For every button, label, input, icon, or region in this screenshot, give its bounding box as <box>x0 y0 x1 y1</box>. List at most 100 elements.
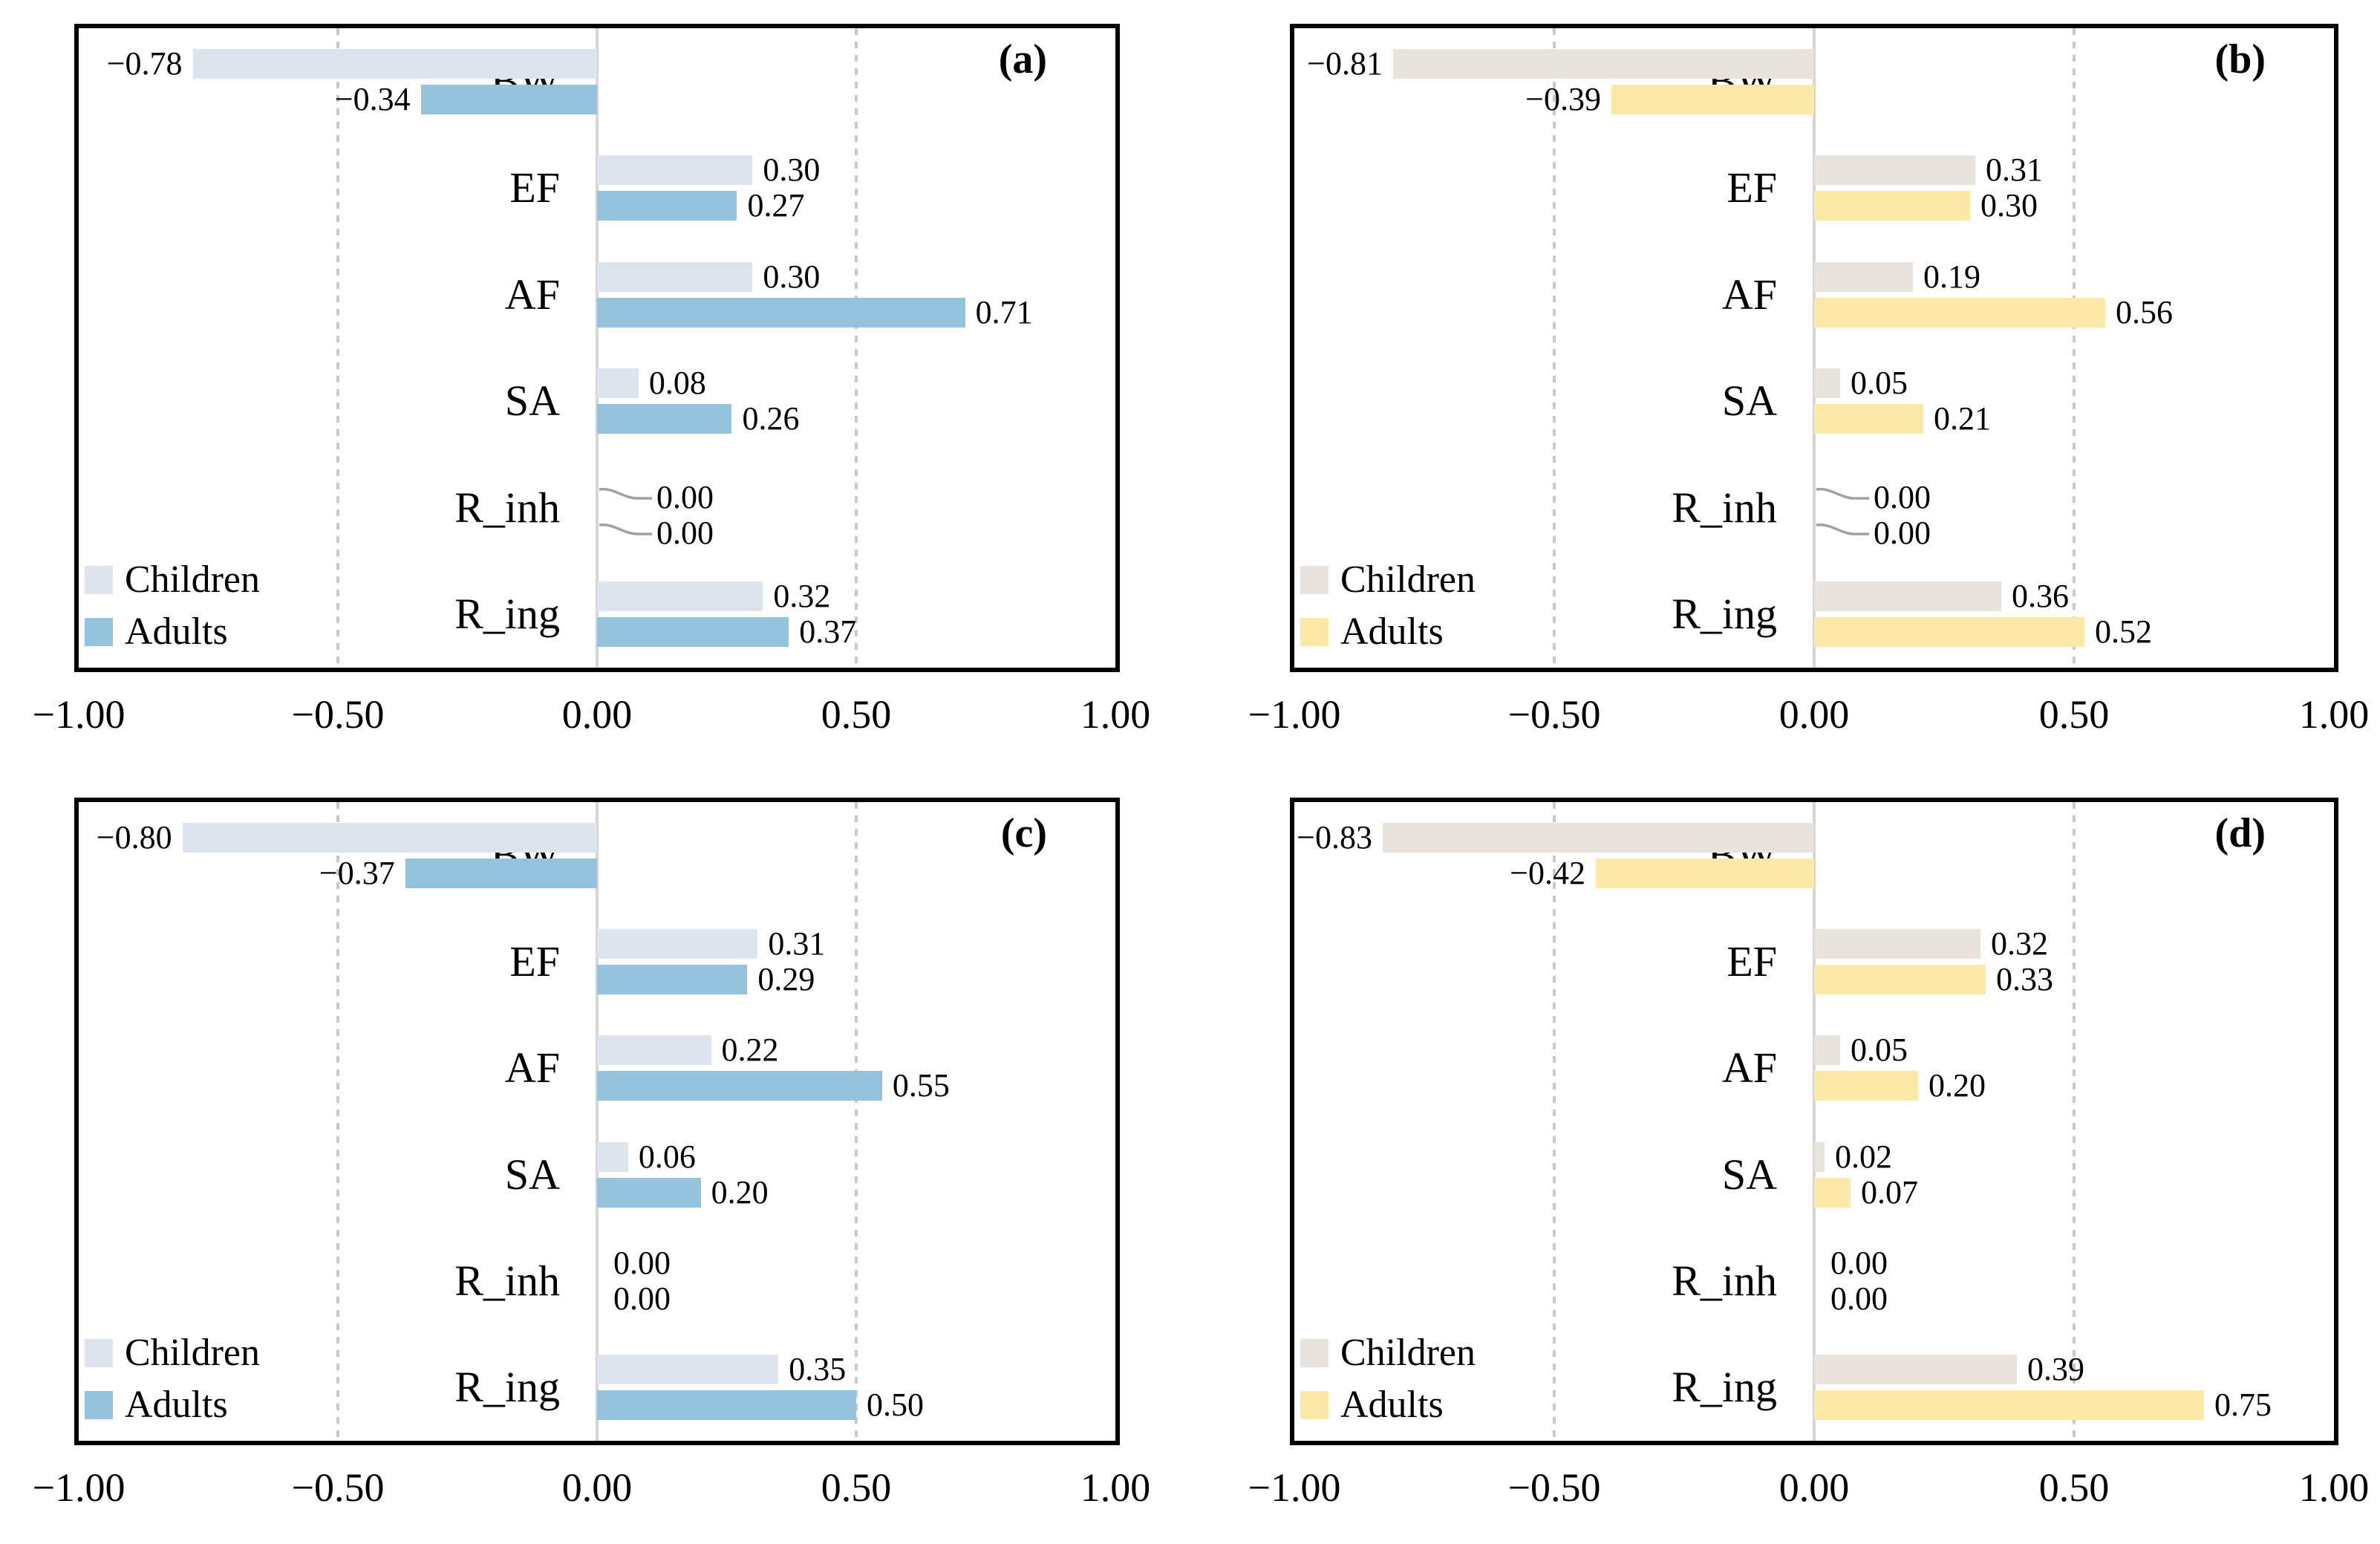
category-label-AF: AF <box>504 270 560 319</box>
value-label-children-R_ing: 0.35 <box>789 1351 847 1388</box>
panel-letter-b: (b) <box>2214 36 2266 82</box>
chart-panel-c: BW −0.80 −0.37 EF 0.31 0.29 AF 0.22 0.55 SA 0.06 0.… <box>74 798 1120 1445</box>
bar-adults-EF <box>597 965 748 994</box>
category-label-SA: SA <box>1721 1150 1777 1199</box>
value-label-children-AF: 0.22 <box>721 1032 779 1069</box>
bar-children-AF <box>1814 261 1913 292</box>
xtick-b-0: −1.00 <box>1248 692 1341 737</box>
gridline--0.5 <box>336 28 339 668</box>
bar-adults-AF <box>597 297 965 328</box>
value-label-adults-BW: −0.37 <box>319 854 395 891</box>
xtick-a-3: 0.50 <box>821 692 892 737</box>
bar-adults-R_ing <box>1814 617 2084 648</box>
value-label-adults-EF: 0.29 <box>757 961 815 997</box>
legend-item-adults: Adults <box>85 1384 228 1426</box>
zero-axis-line <box>596 28 599 668</box>
bar-children-BW <box>1383 822 1814 853</box>
xtick-b-4: 1.00 <box>2298 692 2370 737</box>
bar-children-EF <box>597 929 758 959</box>
xtick-a-4: 1.00 <box>1080 692 1151 737</box>
leader-line-children-R_inh <box>1816 487 1869 500</box>
bar-children-R_ing <box>597 582 763 612</box>
xtick-d-4: 1.00 <box>2298 1465 2370 1510</box>
category-label-AF: AF <box>1721 270 1777 319</box>
category-label-SA: SA <box>1721 377 1777 426</box>
category-label-R_ing: R_ing <box>1672 590 1777 639</box>
gridline-0.5 <box>2073 28 2076 668</box>
bar-children-SA <box>1814 1141 1825 1172</box>
value-label-children-SA: 0.05 <box>1851 365 1908 402</box>
xtick-d-1: −0.50 <box>1507 1465 1601 1510</box>
bar-adults-EF <box>1814 965 1986 994</box>
bar-children-EF <box>1814 155 1975 186</box>
legend-label-adults: Adults <box>1340 610 1444 653</box>
category-label-AF: AF <box>1721 1043 1777 1092</box>
bar-children-BW <box>1393 48 1814 79</box>
bar-children-AF <box>597 261 753 292</box>
xtick-c-1: −0.50 <box>291 1465 385 1510</box>
panel-letter-d: (d) <box>2214 810 2266 856</box>
category-label-AF: AF <box>504 1043 560 1092</box>
bar-adults-AF <box>597 1071 882 1101</box>
bar-adults-AF <box>1814 1071 1918 1101</box>
gridline-0.5 <box>855 802 858 1441</box>
bar-adults-EF <box>597 191 737 221</box>
value-label-adults-R_ing: 0.52 <box>2095 613 2152 651</box>
xtick-b-2: 0.00 <box>1779 692 1850 737</box>
legend-label-children: Children <box>125 1332 260 1374</box>
bar-adults-BW <box>420 84 597 114</box>
value-label-children-R_inh: 0.00 <box>656 478 714 515</box>
legend-swatch-children <box>85 1339 113 1367</box>
value-label-children-BW: −0.78 <box>106 45 183 82</box>
xtick-c-4: 1.00 <box>1080 1465 1151 1510</box>
legend-label-children: Children <box>1340 1332 1476 1374</box>
bar-children-SA <box>597 368 639 399</box>
value-label-children-R_ing: 0.39 <box>2027 1351 2084 1388</box>
xtick-a-1: −0.50 <box>291 692 385 737</box>
value-label-adults-AF: 0.20 <box>1929 1067 1986 1104</box>
leader-line-adults-R_inh <box>599 523 652 535</box>
category-label-R_inh: R_inh <box>1672 1257 1777 1305</box>
xtick-d-0: −1.00 <box>1248 1465 1341 1510</box>
legend-swatch-adults <box>1300 1391 1328 1419</box>
value-label-adults-BW: −0.34 <box>334 80 411 117</box>
gridline-0.5 <box>2073 802 2076 1441</box>
bar-adults-SA <box>597 404 732 434</box>
value-label-adults-AF: 0.55 <box>892 1067 950 1104</box>
category-label-EF: EF <box>1727 163 1777 212</box>
bar-adults-BW <box>1596 858 1814 888</box>
category-label-R_inh: R_inh <box>1672 483 1777 532</box>
legend-item-adults: Adults <box>1300 1384 1444 1426</box>
bar-adults-BW <box>1611 84 1814 114</box>
xtick-c-2: 0.00 <box>561 1465 633 1510</box>
xtick-d-2: 0.00 <box>1779 1465 1850 1510</box>
bar-children-EF <box>597 155 753 186</box>
panel-letter-c: (c) <box>1000 810 1047 856</box>
value-label-adults-BW: −0.42 <box>1510 854 1585 891</box>
bar-children-BW <box>192 48 597 79</box>
xtick-a-2: 0.00 <box>561 692 633 737</box>
value-label-adults-EF: 0.30 <box>1980 187 2038 224</box>
zero-axis-line <box>1813 802 1816 1441</box>
value-label-adults-R_ing: 0.75 <box>2214 1387 2272 1424</box>
value-label-children-BW: −0.83 <box>1297 818 1372 856</box>
value-label-adults-R_inh: 0.00 <box>613 1280 671 1317</box>
category-label-R_ing: R_ing <box>1672 1363 1777 1412</box>
panel-letter-a: (a) <box>998 36 1047 82</box>
legend-item-children: Children <box>85 1332 260 1374</box>
bar-children-EF <box>1814 929 1980 959</box>
bar-adults-SA <box>1814 1177 1851 1208</box>
bar-adults-R_ing <box>597 1390 856 1421</box>
legend-item-adults: Adults <box>85 611 228 653</box>
value-label-adults-SA: 0.21 <box>1934 400 1991 437</box>
gridline--0.5 <box>336 802 339 1441</box>
value-label-children-R_inh: 0.00 <box>1874 478 1931 515</box>
bar-children-AF <box>1814 1035 1840 1066</box>
category-label-R_inh: R_inh <box>454 483 560 532</box>
value-label-adults-R_inh: 0.00 <box>1874 514 1931 551</box>
bar-adults-R_ing <box>1814 1390 2204 1421</box>
bar-adults-EF <box>1814 191 1970 221</box>
legend-item-children: Children <box>1300 559 1476 601</box>
value-label-children-EF: 0.31 <box>768 925 826 962</box>
